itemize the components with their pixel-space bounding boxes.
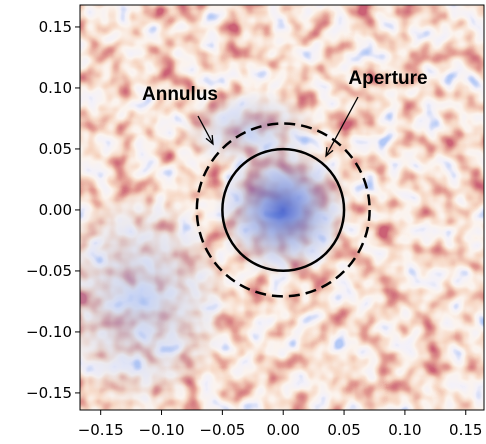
annotation-arrow	[325, 96, 359, 157]
y-tick-label: 0.05	[39, 140, 72, 158]
y-tick-label: −0.10	[26, 323, 72, 341]
x-tick-label: 0.05	[327, 421, 360, 439]
x-tick-label: 0.00	[267, 421, 300, 439]
circle-solid	[221, 147, 346, 273]
x-tick-label: 0.10	[388, 421, 421, 439]
annotation: Aperture	[348, 68, 427, 89]
annotation: Annulus	[142, 84, 218, 105]
y-tick-label: 0.15	[39, 18, 72, 36]
y-tick-label: −0.05	[26, 262, 72, 280]
x-tick-label: −0.05	[199, 421, 245, 439]
y-tick-label: 0.00	[39, 201, 72, 219]
circle-dashed	[195, 122, 371, 298]
arrow-head	[205, 134, 214, 146]
y-tick-label: −0.15	[26, 384, 72, 402]
x-tick-label: −0.10	[139, 421, 185, 439]
x-tick-label: 0.15	[449, 421, 482, 439]
arrow-head	[325, 146, 334, 158]
annotation-arrow	[197, 115, 214, 145]
y-tick-label: 0.10	[39, 79, 72, 97]
x-tick-label: −0.15	[78, 421, 124, 439]
plot-frame	[79, 4, 485, 411]
heatmap	[80, 5, 484, 410]
